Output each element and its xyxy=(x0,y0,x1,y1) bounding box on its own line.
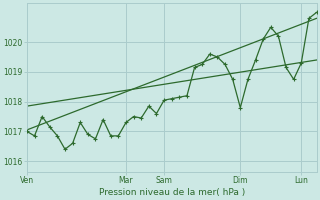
X-axis label: Pression niveau de la mer( hPa ): Pression niveau de la mer( hPa ) xyxy=(99,188,245,197)
